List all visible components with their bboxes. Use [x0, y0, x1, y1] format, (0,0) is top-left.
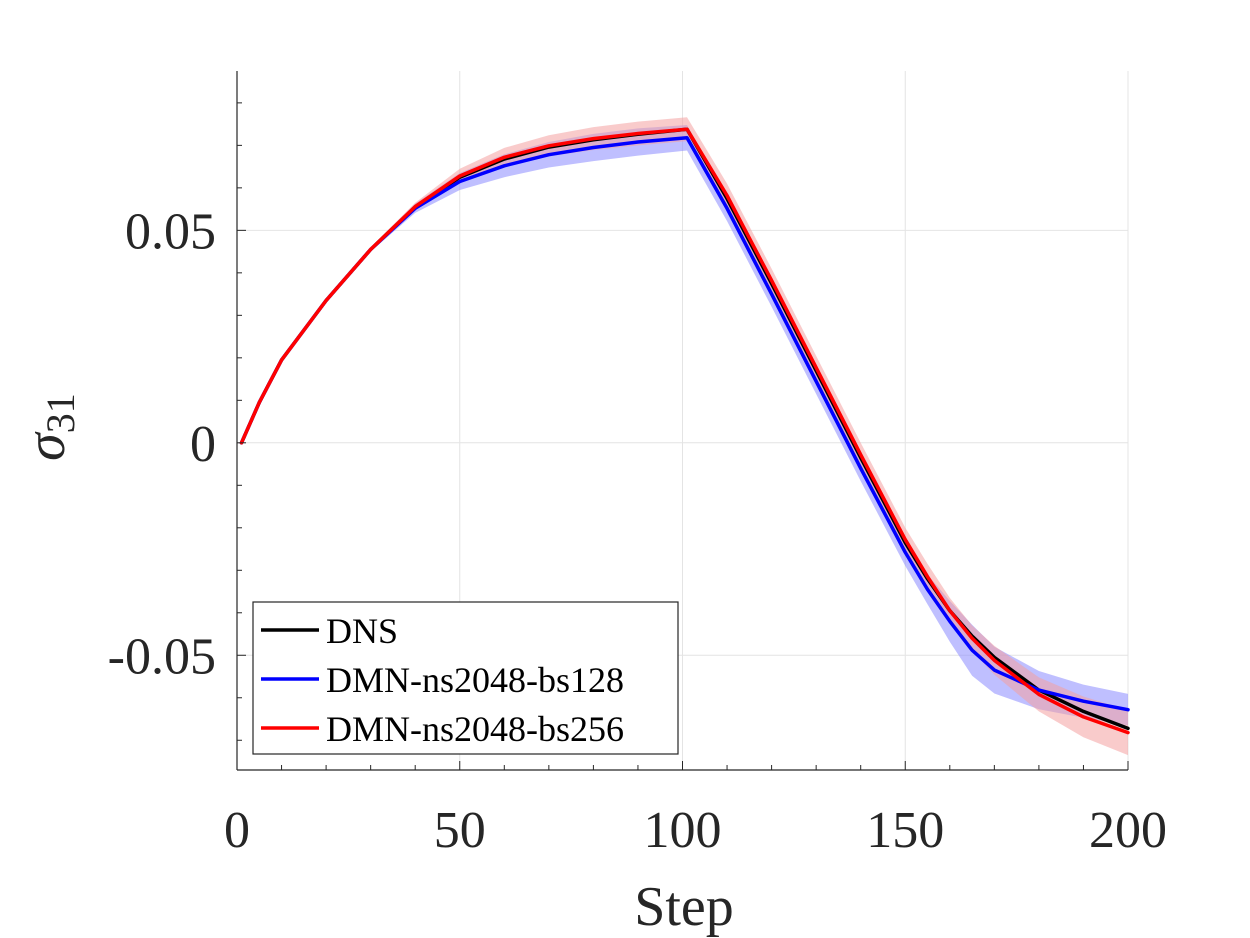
legend: DNS DMN-ns2048-bs128 DMN-ns2048-bs256 — [252, 601, 679, 755]
y-axis-title-subscript: 31 — [38, 393, 83, 433]
x-tick-label: 100 — [644, 802, 722, 859]
legend-entries: DNS DMN-ns2048-bs128 DMN-ns2048-bs256 — [261, 611, 624, 749]
legend-label-dns: DNS — [326, 611, 398, 651]
tick-labels: 0 50 100 150 200 -0.05 0 0.05 — [108, 203, 1167, 859]
y-axis-title-symbol: σ — [15, 431, 77, 461]
x-tick-label: 200 — [1089, 802, 1167, 859]
series-lines — [239, 127, 1130, 735]
legend-label-dmn-ns2048-bs128: DMN-ns2048-bs128 — [326, 660, 624, 700]
legend-box — [252, 601, 679, 755]
y-tick-label: 0 — [190, 416, 216, 473]
y-tick-label: 0.05 — [125, 203, 216, 260]
x-axis-title: Step — [634, 876, 734, 938]
y-axis-title: σ31 — [15, 393, 83, 461]
x-tick-label: 150 — [866, 802, 944, 859]
y-tick-label: -0.05 — [108, 628, 216, 685]
line-dmn-ns2048-bs256 — [239, 127, 1130, 735]
x-tick-label: 50 — [434, 802, 486, 859]
legend-label-dmn-ns2048-bs256: DMN-ns2048-bs256 — [326, 709, 624, 749]
x-tick-label: 0 — [224, 802, 250, 859]
axes — [236, 71, 1129, 771]
